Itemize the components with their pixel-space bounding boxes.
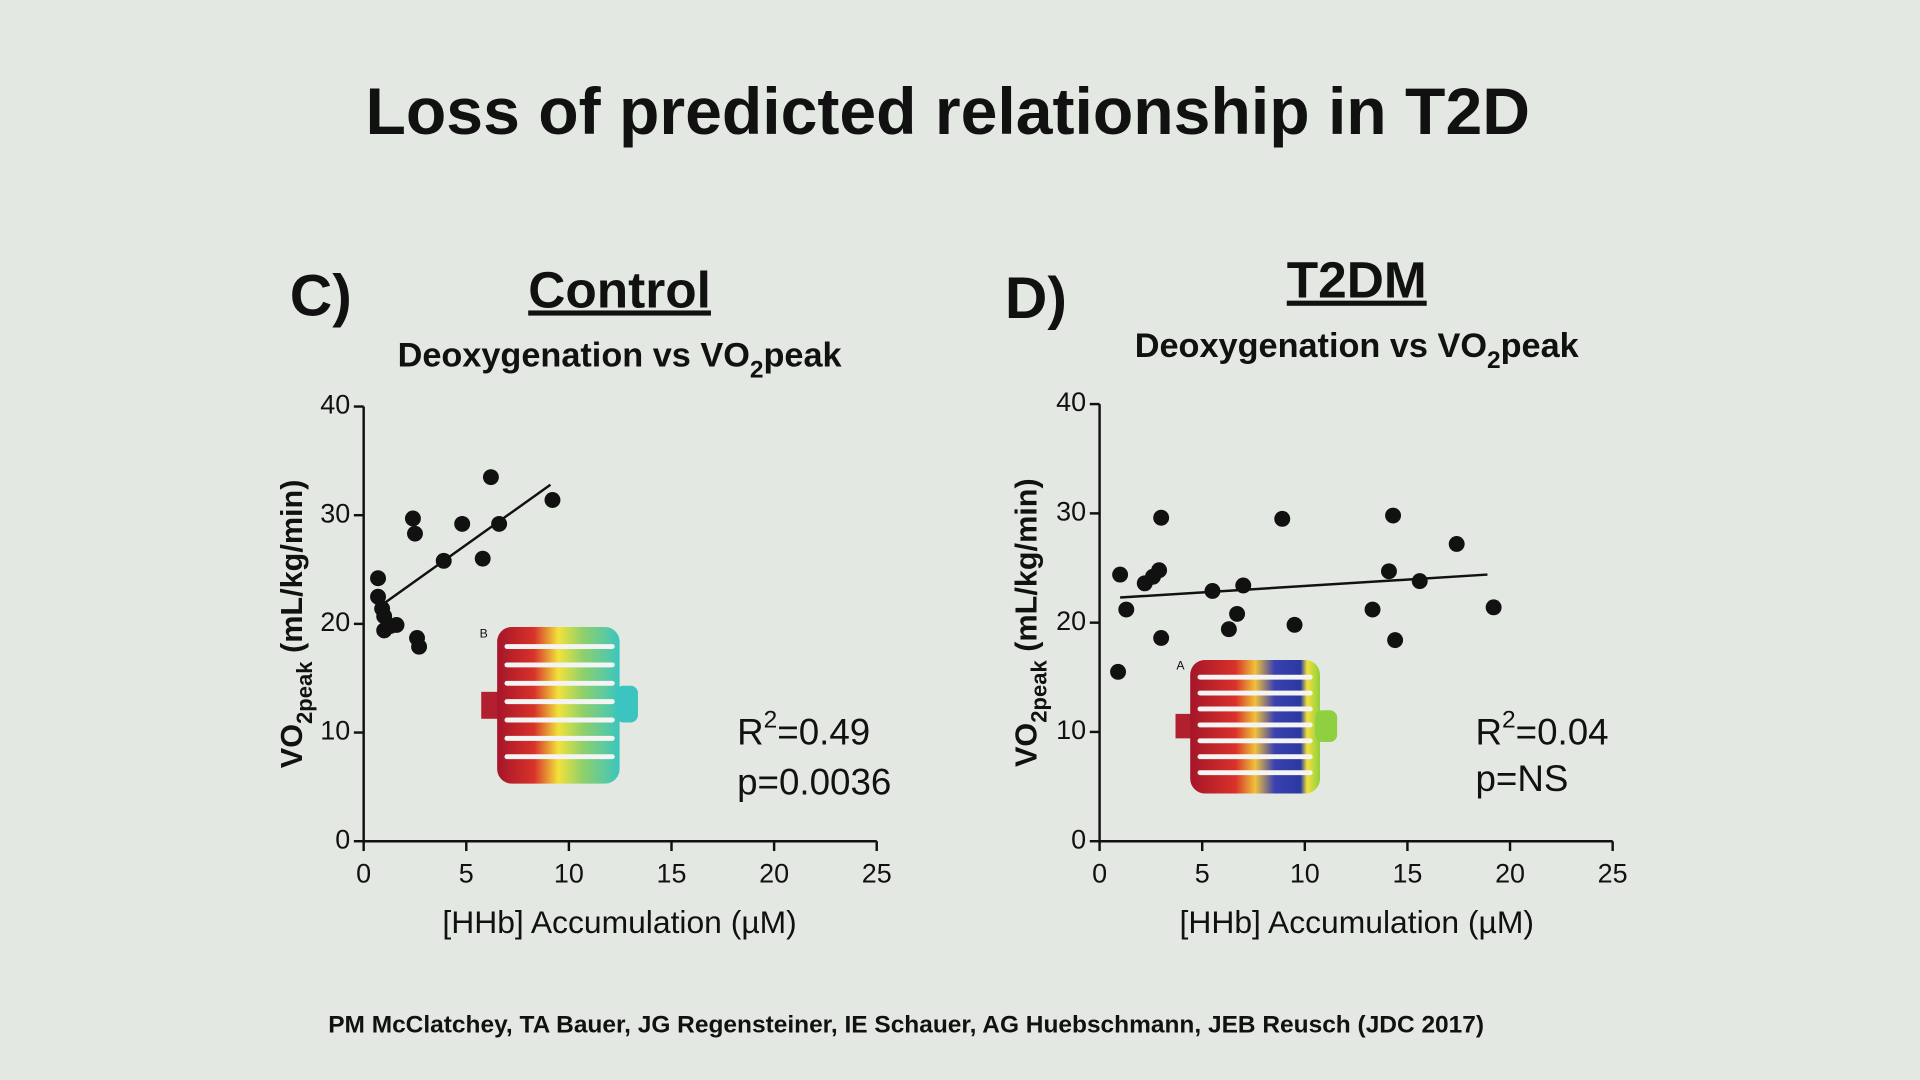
chart-subtitle-part: Deoxygenation vs VO — [1135, 327, 1487, 365]
data-point — [1485, 599, 1502, 616]
y-tick-label: 20 — [1056, 606, 1086, 636]
citation: PM McClatchey, TA Bauer, JG Regensteiner… — [328, 1012, 1484, 1039]
chart-subtitle-part: 2 — [750, 357, 764, 384]
x-tick-label: 15 — [1392, 859, 1422, 889]
y-axis-label-part: (mL/kg/min) — [275, 480, 309, 662]
x-tick-label: 10 — [554, 859, 584, 889]
data-point — [1153, 509, 1170, 526]
annotation-part: =0.49 — [777, 711, 870, 752]
data-point — [482, 469, 499, 486]
annotation: p=0.0036 — [737, 762, 891, 803]
y-tick-label: 30 — [1056, 496, 1086, 526]
chart-subtitle-part: peak — [1501, 327, 1580, 365]
annotation: p=NS — [1476, 758, 1569, 799]
x-axis-label: [HHb] Accumulation (µM) — [442, 904, 796, 940]
data-point — [454, 515, 471, 532]
annotation: R2=0.49 — [737, 707, 870, 753]
data-point — [1411, 573, 1428, 590]
y-tick-label: 0 — [1071, 824, 1086, 854]
annotation-part: 2 — [764, 707, 778, 734]
x-tick-label: 5 — [459, 859, 474, 889]
y-axis-label-part: 2peak — [292, 661, 317, 724]
y-tick-label: 10 — [320, 716, 350, 746]
x-tick-label: 0 — [1092, 859, 1107, 889]
slide-title: Loss of predicted relationship in T2D — [366, 75, 1530, 149]
panel-label: C) — [290, 264, 352, 329]
x-tick-label: 25 — [1598, 859, 1628, 889]
y-axis-label-part: VO — [275, 724, 309, 768]
x-tick-label: 15 — [657, 859, 687, 889]
data-point — [407, 525, 423, 542]
chart-title: Control — [528, 260, 711, 318]
x-tick-label: 20 — [759, 859, 789, 889]
annotation-part: R — [1476, 711, 1503, 752]
annotation: R2=0.04 — [1476, 707, 1609, 753]
x-tick-label: 0 — [356, 859, 371, 889]
chart-subtitle-part: peak — [763, 337, 842, 375]
x-tick-label: 25 — [862, 859, 892, 889]
y-axis-label: VO2peak (mL/kg/min) — [1010, 478, 1052, 767]
y-tick-label: 40 — [1056, 387, 1086, 417]
data-point — [370, 588, 386, 605]
data-point — [544, 492, 561, 508]
data-point — [1448, 536, 1465, 552]
x-tick-label: 20 — [1495, 859, 1525, 889]
annotation-part: =0.04 — [1516, 711, 1609, 752]
data-point — [411, 638, 428, 655]
y-axis-label-part: (mL/kg/min) — [1010, 478, 1044, 660]
data-point — [404, 510, 421, 527]
y-tick-label: 40 — [320, 390, 350, 420]
inset-heatmap — [1175, 660, 1338, 794]
data-point — [1385, 507, 1402, 524]
inset-label: A — [1176, 658, 1185, 672]
data-point — [1380, 563, 1397, 580]
data-point — [1118, 601, 1135, 618]
annotation-part: R — [737, 711, 764, 752]
chart-subtitle: Deoxygenation vs VO2peak — [1135, 327, 1580, 374]
data-point — [1151, 562, 1168, 579]
y-tick-label: 30 — [320, 498, 350, 528]
y-axis-label: VO2peak (mL/kg/min) — [275, 480, 317, 769]
data-point — [370, 570, 386, 587]
chart-subtitle: Deoxygenation vs VO2peak — [398, 337, 843, 384]
y-tick-label: 0 — [335, 824, 350, 854]
inset-label: B — [480, 627, 488, 641]
data-point — [474, 550, 491, 567]
y-axis-label-part: VO — [1010, 723, 1044, 767]
chart-subtitle-part: 2 — [1487, 347, 1501, 374]
x-tick-label: 5 — [1195, 859, 1210, 889]
data-point — [1286, 616, 1303, 633]
x-tick-label: 10 — [1290, 859, 1320, 889]
data-point — [1153, 629, 1170, 646]
data-point — [1387, 632, 1404, 649]
panel-label: D) — [1005, 266, 1067, 331]
chart-title: T2DM — [1287, 251, 1427, 309]
y-tick-label: 20 — [320, 607, 350, 637]
annotation-part: 2 — [1502, 707, 1516, 734]
data-point — [1229, 605, 1246, 622]
data-point — [1110, 663, 1127, 680]
y-tick-label: 10 — [1056, 715, 1086, 745]
data-point — [388, 617, 405, 633]
data-point — [1112, 566, 1129, 583]
chart-subtitle-part: Deoxygenation vs VO — [398, 337, 750, 375]
data-point — [1274, 510, 1291, 527]
inset-heatmap — [481, 626, 638, 784]
x-axis-label: [HHb] Accumulation (µM) — [1180, 904, 1534, 940]
y-axis-label-part: 2peak — [1027, 660, 1052, 723]
data-point — [1364, 601, 1381, 618]
data-point — [1220, 621, 1237, 638]
trend-line — [1120, 573, 1488, 599]
trend-line — [383, 483, 552, 605]
